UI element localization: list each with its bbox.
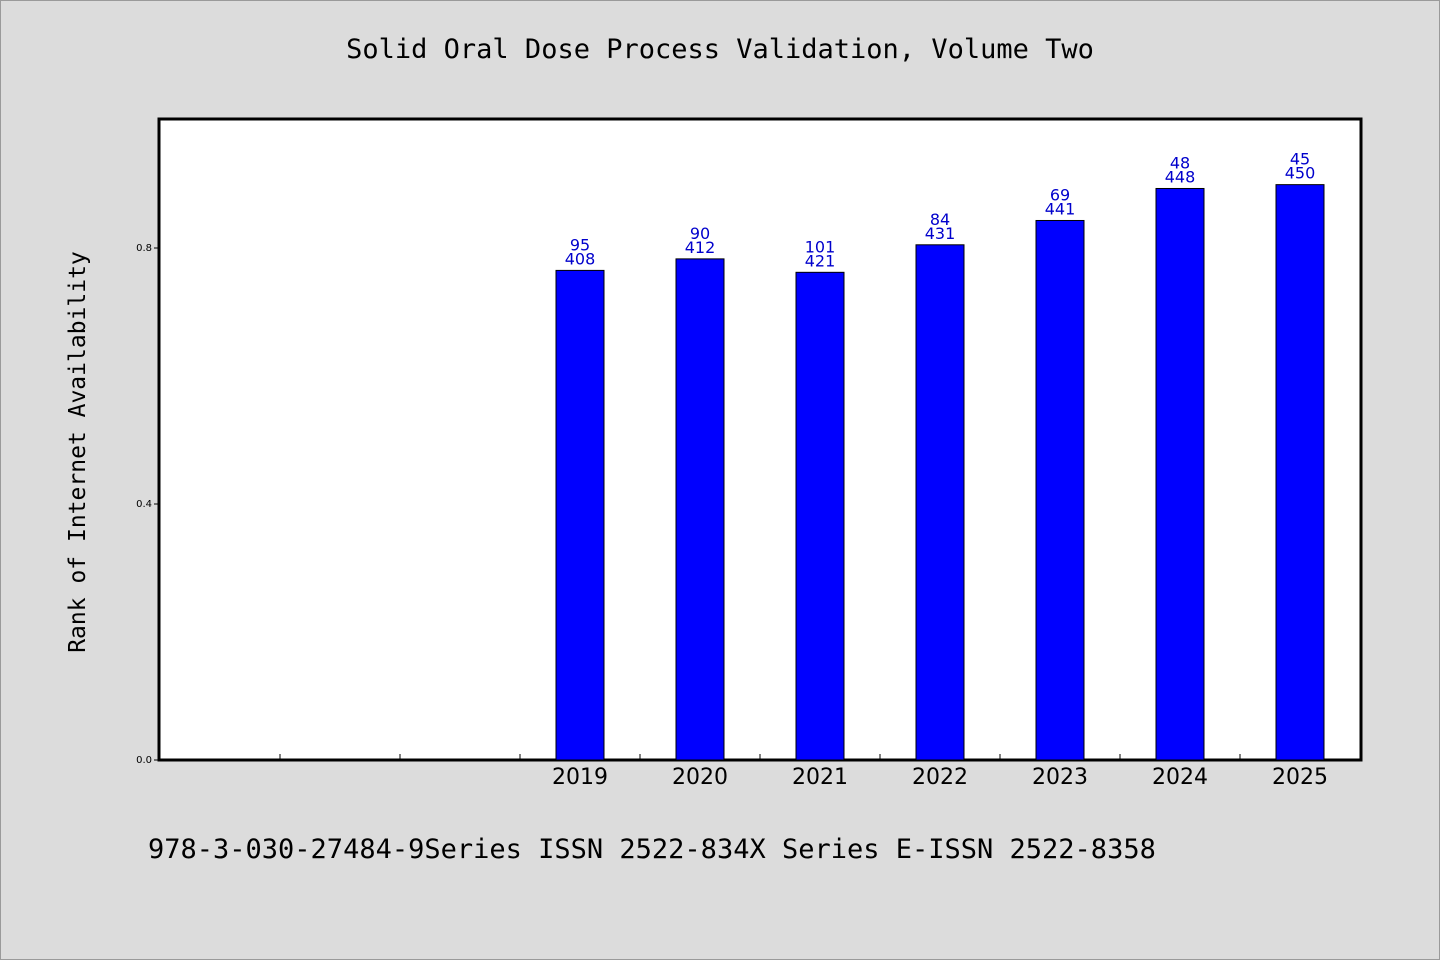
- bar-label-bottom: 450: [1285, 164, 1316, 183]
- bar-label-bottom: 412: [685, 238, 716, 257]
- bar-label-bottom: 408: [565, 249, 596, 268]
- bar: [1155, 187, 1205, 761]
- footer-text: 978-3-030-27484-9Series ISSN 2522-834X S…: [148, 834, 1156, 865]
- bar-label-bottom: 448: [1165, 167, 1196, 186]
- bar-label-top: 69: [1050, 185, 1070, 204]
- x-tick-label: 2021: [792, 765, 848, 790]
- x-tick-label: 2022: [912, 765, 968, 790]
- bar: [555, 269, 605, 761]
- x-tick-label: 2019: [552, 765, 608, 790]
- bar: [1275, 184, 1325, 761]
- bar-label-top: 90: [690, 224, 710, 243]
- bar-label-top: 48: [1170, 153, 1190, 172]
- bar-label-top: 101: [805, 237, 836, 256]
- bar-label-top: 84: [930, 210, 950, 229]
- bar-label-bottom: 431: [925, 224, 956, 243]
- bar: [1035, 219, 1085, 761]
- bar: [795, 271, 845, 761]
- y-tick-label: 0.4: [136, 499, 152, 510]
- chart-title: Solid Oral Dose Process Validation, Volu…: [346, 34, 1094, 65]
- bar-label-top: 95: [570, 235, 590, 254]
- bar: [915, 244, 965, 761]
- bar-label-top: 45: [1290, 150, 1310, 169]
- x-tick-label: 2025: [1272, 765, 1328, 790]
- x-tick-label: 2020: [672, 765, 728, 790]
- y-tick-label: 0.0: [136, 755, 152, 766]
- bar-label-bottom: 421: [805, 251, 836, 270]
- y-tick-label: 0.8: [136, 243, 152, 254]
- bar: [675, 258, 725, 761]
- x-tick-label: 2024: [1152, 765, 1208, 790]
- x-tick-label: 2023: [1032, 765, 1088, 790]
- bar-label-bottom: 441: [1045, 199, 1076, 218]
